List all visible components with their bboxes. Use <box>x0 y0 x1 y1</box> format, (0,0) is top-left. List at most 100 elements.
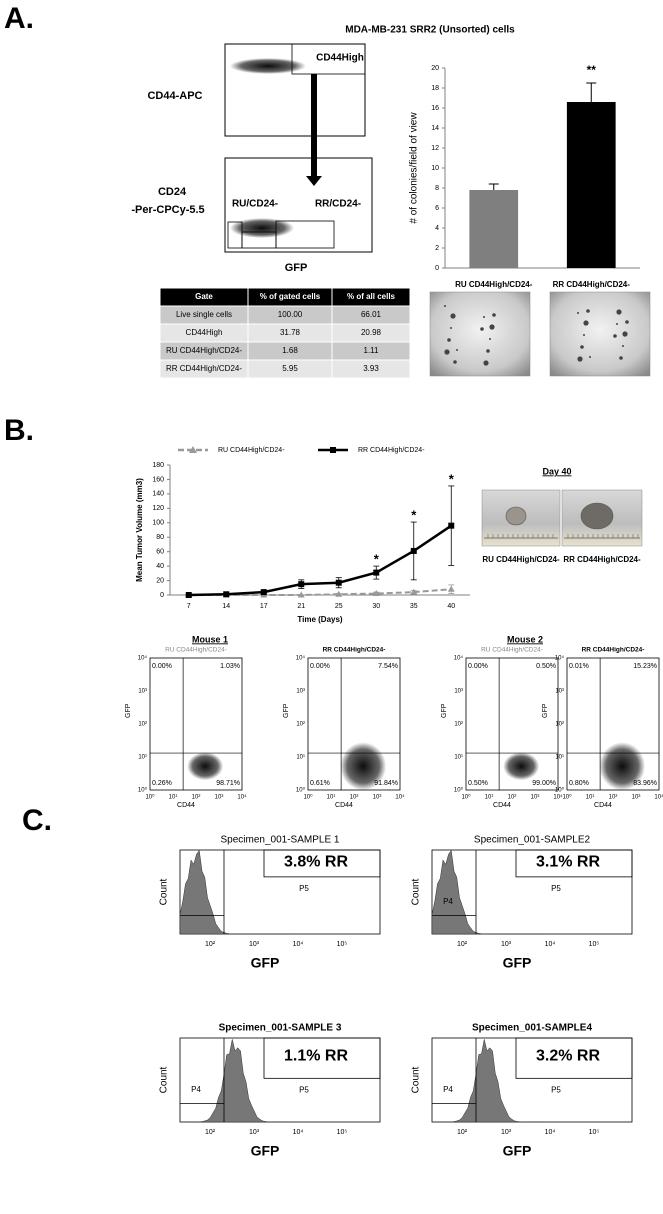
mouse-label: Mouse 1 <box>192 634 228 644</box>
histogram-shape <box>431 849 542 935</box>
x-tick-label: 10³ <box>501 941 512 948</box>
y-axis-label: Mean Tumor Volume (mm3) <box>135 478 144 582</box>
y-axis-label: GFP <box>283 703 290 718</box>
quadrant-value: 99.00% <box>532 780 556 787</box>
x-axis-label: CD44 <box>594 802 612 809</box>
histogram-shape <box>179 1039 290 1123</box>
quadrant-value: 0.50% <box>468 780 488 787</box>
legend-label: RU CD44High/CD24- <box>218 447 285 454</box>
x-tick-label: 10⁴ <box>293 1129 304 1136</box>
quadrant-value: 83.96% <box>633 780 657 787</box>
y-tick-label: 20 <box>156 577 164 584</box>
x-tick-label: 40 <box>447 603 455 610</box>
x-tick-label: 10⁰ <box>562 794 572 801</box>
plot-title: RR CD44High/CD24- <box>582 647 645 654</box>
cell-cloud <box>599 742 646 791</box>
x-tick-label: 25 <box>335 603 343 610</box>
colony-spot <box>444 305 446 307</box>
colony-spot <box>616 323 618 325</box>
colony-spot <box>447 338 451 342</box>
image-caption: RU CD44High/CD24- <box>482 555 560 564</box>
rr-percentage: 3.8% RR <box>284 853 348 870</box>
point <box>410 547 417 554</box>
y-tick-label: 14 <box>431 125 439 132</box>
x-tick-label: 10⁵ <box>337 941 348 948</box>
arrow <box>306 74 322 186</box>
rr-percentage: 3.1% RR <box>536 853 600 870</box>
x-tick-label: 10⁴ <box>395 794 405 801</box>
x-tick-label: 10³ <box>501 1129 512 1136</box>
legend-marker <box>330 447 336 453</box>
colony-spot <box>453 360 457 364</box>
quadrant-value: 98.71% <box>216 780 240 787</box>
x-tick-label: 10² <box>192 795 201 801</box>
y-tick-label: 10⁰ <box>296 787 306 794</box>
y-tick-label: 10⁴ <box>138 655 148 662</box>
y-tick-label: 60 <box>156 549 164 556</box>
table-header: Gate <box>195 292 213 301</box>
point <box>335 590 343 597</box>
y-tick-label: 2 <box>435 245 439 252</box>
y-tick-label: 180 <box>152 462 164 469</box>
point <box>372 590 380 597</box>
colony-spot <box>583 320 589 326</box>
table-cell-text: Live single cells <box>176 310 232 319</box>
image-caption: RR CD44High/CD24- <box>563 555 641 564</box>
colony-spot <box>444 349 450 355</box>
colony-spot <box>625 320 629 324</box>
significance: ** <box>587 63 597 77</box>
y-tick-label: 20 <box>431 65 439 72</box>
point <box>185 592 192 598</box>
point <box>260 589 267 596</box>
y-axis-label: GFP <box>125 703 132 718</box>
y-tick-label: 10⁰ <box>138 787 148 794</box>
panel-label: B. <box>4 414 34 447</box>
gate-label: P5 <box>551 884 561 893</box>
legend-label: RR CD44High/CD24- <box>358 447 425 454</box>
quadrant-value: 0.00% <box>310 663 330 670</box>
colony-spot <box>580 345 584 349</box>
series-line <box>188 524 452 597</box>
gate-label: CD44High <box>316 53 364 64</box>
colony-spot <box>486 349 490 353</box>
x-tick-label: RR CD44High/CD24- <box>553 280 631 289</box>
bar <box>566 102 616 268</box>
panel-title: MDA-MB-231 SRR2 (Unsorted) cells <box>345 25 515 36</box>
x-axis-label: GFP <box>503 1143 532 1159</box>
quadrant-value: 0.61% <box>310 780 330 787</box>
x-axis-label: GFP <box>503 955 532 971</box>
x-tick-label: 10⁵ <box>589 941 600 948</box>
y-tick-label: 10⁴ <box>555 655 565 662</box>
gate-label: P4 <box>443 1085 453 1094</box>
x-tick-label: 10⁴ <box>654 794 663 801</box>
y-axis-label: # of colonies/field of view <box>409 112 420 224</box>
colony-spot <box>450 313 456 319</box>
y-tick-label: 140 <box>152 491 164 498</box>
y-tick-label: 4 <box>435 225 439 232</box>
mouse-label: Mouse 2 <box>507 634 543 644</box>
colony-spot <box>586 309 590 313</box>
colony-spot <box>456 349 458 351</box>
gate <box>291 43 366 75</box>
y-tick-label: 0 <box>160 592 164 599</box>
gate <box>263 849 381 878</box>
point <box>223 591 230 598</box>
y-tick-label: 6 <box>435 205 439 212</box>
x-tick-label: 10⁴ <box>237 794 247 801</box>
x-tick-label: RU CD44High/CD24- <box>455 280 533 289</box>
x-tick-label: 10⁰ <box>461 794 471 801</box>
x-tick-label: 10⁴ <box>545 1129 556 1136</box>
y-tick-label: 40 <box>156 563 164 570</box>
table-cell-text: 5.95 <box>282 364 298 373</box>
x-tick-label: 10¹ <box>169 795 178 801</box>
y-tick-label: 10 <box>431 165 439 172</box>
gate-label: P4 <box>191 1085 201 1094</box>
y-tick-label: 10² <box>555 722 564 728</box>
quadrant-value: 91.84% <box>374 780 398 787</box>
colony-spot <box>483 316 485 318</box>
table-cell-text: RR CD44High/CD24- <box>166 364 242 373</box>
quadrant-value: 0.00% <box>468 663 488 670</box>
cell-cloud <box>187 752 224 781</box>
colony-spot <box>583 334 585 336</box>
